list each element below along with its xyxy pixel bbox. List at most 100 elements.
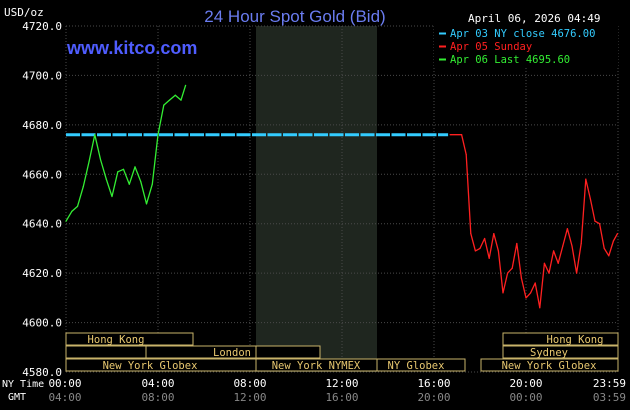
x-tick-label-ny: 20:00 xyxy=(509,377,542,390)
data-point xyxy=(82,186,84,188)
data-point xyxy=(576,272,578,274)
session-label: New York Globex xyxy=(502,360,597,372)
data-point xyxy=(539,307,541,309)
data-point xyxy=(488,257,490,259)
data-point xyxy=(493,233,495,235)
data-point xyxy=(157,134,159,136)
data-point xyxy=(465,153,467,156)
x-tick-label-ny: 04:00 xyxy=(141,377,174,390)
data-point xyxy=(553,250,555,252)
session-label: Hong Kong xyxy=(547,334,604,346)
data-point xyxy=(180,99,182,101)
data-point xyxy=(71,210,73,212)
data-point xyxy=(548,272,550,274)
data-point xyxy=(571,245,573,247)
x-tick-label-ny: 00:00 xyxy=(48,377,81,390)
data-point xyxy=(566,228,569,230)
x-tick-label-gmt: 04:00 xyxy=(48,391,81,404)
y-axis-ticks: 4580.0 4600.0 4620.0 4640.0 4660.0 4680.0 4700… xyxy=(22,20,62,379)
data-point xyxy=(520,277,523,279)
data-point xyxy=(543,262,546,264)
x-tick-label-gmt: 16:00 xyxy=(325,391,358,404)
data-point xyxy=(105,178,107,180)
data-point xyxy=(128,183,130,185)
timestamp: April 06, 2026 04:49 xyxy=(468,12,600,25)
unit-label: USD/oz xyxy=(4,6,44,19)
x-tick-label-ny: 16:00 xyxy=(417,377,450,390)
session-label: Sydney xyxy=(530,347,568,359)
y-tick-label: 4680.0 xyxy=(22,119,62,132)
data-point xyxy=(616,233,619,235)
x-tick-label-gmt: 20:00 xyxy=(417,391,450,404)
data-point xyxy=(557,262,559,264)
x-tick-label-gmt: 08:00 xyxy=(141,391,174,404)
legend-entry: Apr 05 Sunday xyxy=(450,41,532,53)
x-tick-label-ny: 23:59 xyxy=(593,377,626,390)
session-bar xyxy=(65,332,194,346)
data-point xyxy=(461,134,463,136)
chart-title: 24 Hour Spot Gold (Bid) xyxy=(204,7,385,26)
data-point xyxy=(99,158,102,161)
data-point xyxy=(94,134,96,136)
y-tick-label: 4580.0 xyxy=(22,366,62,379)
data-point xyxy=(562,245,564,247)
ny-time-label: NY Time xyxy=(2,379,44,390)
session-bar xyxy=(65,345,257,359)
data-point xyxy=(612,240,615,242)
series-layer xyxy=(65,84,619,309)
data-point xyxy=(497,250,499,252)
data-point xyxy=(76,205,79,207)
shaded-weekend-gap xyxy=(256,26,377,372)
x-tick-label-ny: 08:00 xyxy=(233,377,266,390)
data-point xyxy=(525,297,527,299)
data-point xyxy=(608,255,610,257)
session-label: New York Globex xyxy=(103,360,198,372)
gmt-label: GMT xyxy=(8,392,26,403)
session-bar xyxy=(502,345,619,359)
data-point xyxy=(140,181,142,183)
data-point xyxy=(474,250,476,252)
data-point xyxy=(174,94,176,96)
data-point xyxy=(122,168,125,170)
session-bar xyxy=(376,358,466,372)
data-point xyxy=(594,220,596,222)
data-point xyxy=(603,247,605,249)
y-tick-label: 4640.0 xyxy=(22,218,62,231)
y-tick-label: 4720.0 xyxy=(22,20,62,33)
data-point xyxy=(65,220,67,222)
session-label: New York NYMEX xyxy=(272,360,361,372)
data-point xyxy=(145,203,148,205)
y-tick-label: 4600.0 xyxy=(22,317,62,330)
data-point xyxy=(185,84,187,86)
session-bar xyxy=(502,332,619,346)
series-line xyxy=(65,85,187,222)
session-bar xyxy=(480,358,619,372)
data-point xyxy=(470,233,472,235)
data-point xyxy=(599,223,601,225)
x-tick-label-ny: 12:00 xyxy=(325,377,358,390)
legend-entry: Apr 06 Last 4695.60 xyxy=(450,54,570,66)
data-point xyxy=(88,161,90,163)
session-label: Hong Kong xyxy=(88,334,145,346)
x-axis-ticks: 00:00 04:00 08:00 12:00 16:00 20:00 23:5904:00… xyxy=(48,377,626,404)
data-point xyxy=(134,166,136,168)
data-point xyxy=(585,178,587,180)
data-point xyxy=(449,134,451,136)
website-link[interactable]: www.kitco.com xyxy=(66,38,197,58)
x-tick-label-gmt: 03:59 xyxy=(593,391,626,404)
session-label: London xyxy=(213,347,251,359)
data-point xyxy=(151,183,153,185)
data-point xyxy=(163,104,165,106)
data-point xyxy=(589,198,592,200)
data-point xyxy=(484,237,486,240)
legend-box xyxy=(434,25,618,67)
x-tick-label-gmt: 00:00 xyxy=(509,391,542,404)
data-point xyxy=(580,242,582,245)
series-line xyxy=(450,134,619,309)
data-point xyxy=(507,272,509,274)
y-tick-label: 4620.0 xyxy=(22,267,62,280)
x-tick-label-gmt: 12:00 xyxy=(233,391,266,404)
data-point xyxy=(111,195,113,198)
